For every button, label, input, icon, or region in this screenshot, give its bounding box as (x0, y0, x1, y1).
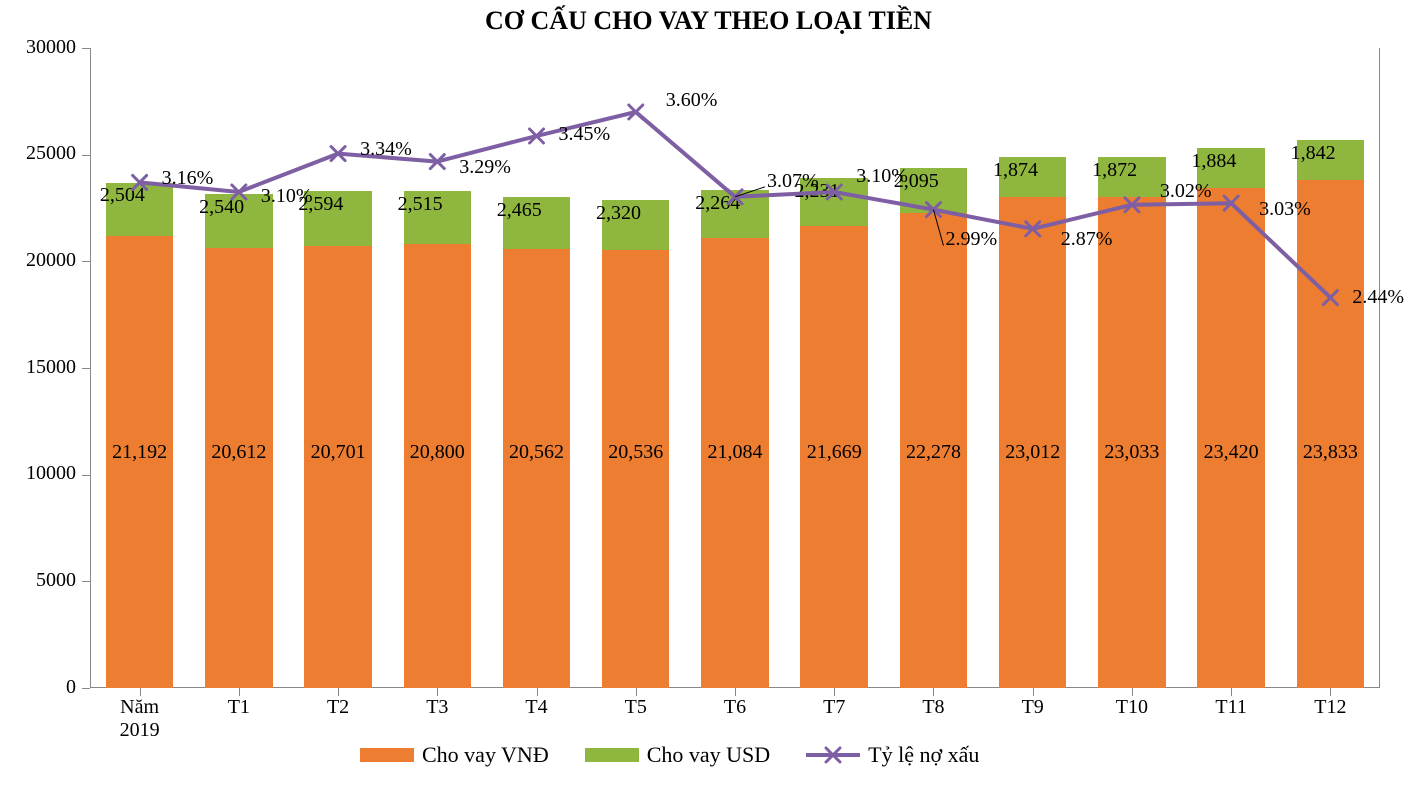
chart-container: CƠ CẤU CHO VAY THEO LOẠI TIỀN 21,19220,6… (0, 0, 1417, 788)
legend-line-icon (806, 745, 860, 765)
x-tick-label: T6 (685, 696, 784, 719)
line-value-label: 3.03% (1259, 198, 1311, 221)
x-tick-label: Năm 2019 (90, 696, 189, 742)
x-tick-label: T8 (884, 696, 983, 719)
line-value-label: 3.29% (459, 156, 511, 179)
line-series-path (140, 112, 1331, 298)
x-tick-label: T3 (388, 696, 487, 719)
y-tick-label: 10000 (0, 462, 76, 485)
legend-item: Tỷ lệ nợ xấu (806, 742, 979, 768)
line-value-label: 3.16% (162, 167, 214, 190)
legend-item: Cho vay VNĐ (360, 742, 549, 768)
line-value-label: 3.34% (360, 138, 412, 161)
line-value-label: 2.99% (945, 228, 997, 251)
x-tick-label: T5 (586, 696, 685, 719)
x-tick-label: T9 (983, 696, 1082, 719)
line-value-label: 3.60% (666, 89, 718, 112)
legend: Cho vay VNĐ Cho vay USD Tỷ lệ nợ xấu (360, 742, 979, 768)
x-tick-label: T7 (785, 696, 884, 719)
legend-item: Cho vay USD (585, 742, 770, 768)
line-value-label: 2.44% (1352, 286, 1404, 309)
x-tick-label: T10 (1082, 696, 1181, 719)
line-series-svg (0, 0, 1417, 788)
y-tick-label: 20000 (0, 249, 76, 272)
line-value-label: 3.45% (559, 123, 611, 146)
line-value-label: 3.10% (261, 185, 313, 208)
line-value-label: 2.87% (1061, 228, 1113, 251)
legend-swatch (360, 748, 414, 762)
legend-label: Cho vay VNĐ (422, 742, 549, 768)
y-tick-label: 15000 (0, 356, 76, 379)
legend-label: Tỷ lệ nợ xấu (868, 742, 979, 768)
legend-swatch (585, 748, 639, 762)
x-tick-label: T1 (189, 696, 288, 719)
y-tick-label: 5000 (0, 569, 76, 592)
x-tick-label: T12 (1281, 696, 1380, 719)
line-marker (1323, 291, 1337, 305)
y-tick-label: 25000 (0, 142, 76, 165)
x-tick-label: T11 (1182, 696, 1281, 719)
legend-label: Cho vay USD (647, 742, 770, 768)
line-value-label: 3.07% (767, 170, 819, 193)
y-tick-label: 0 (0, 676, 76, 699)
line-value-label: 3.10% (856, 165, 908, 188)
y-tick-label: 30000 (0, 36, 76, 59)
x-tick-label: T2 (288, 696, 387, 719)
line-value-label: 3.02% (1160, 180, 1212, 203)
x-tick-label: T4 (487, 696, 586, 719)
